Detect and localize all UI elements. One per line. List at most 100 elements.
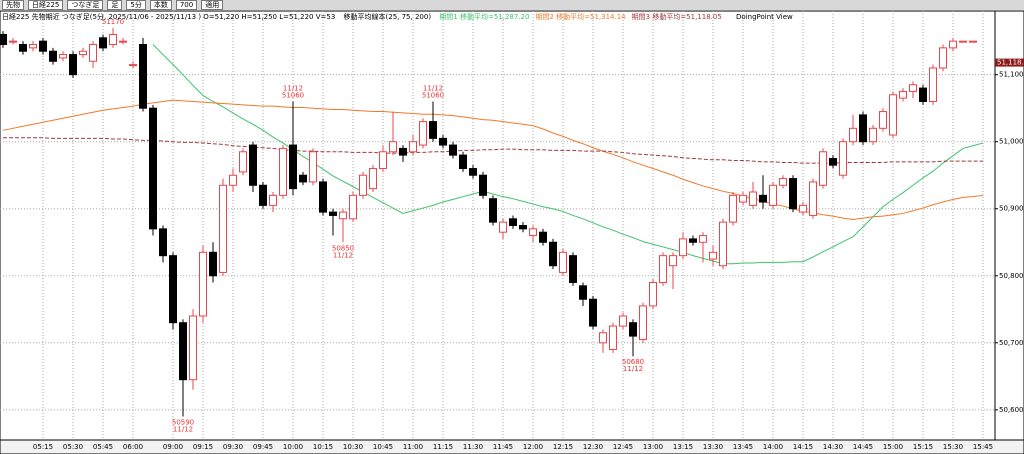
toolbar-control: つなぎ足 (67, 0, 104, 10)
candle-body (869, 127, 877, 143)
candle-body (969, 40, 977, 43)
x-tick-label: 14:30 (823, 443, 843, 451)
x-tick-label: 12:45 (613, 443, 633, 451)
candle-body (19, 44, 27, 52)
candle-body (579, 285, 587, 300)
candle-body (859, 114, 867, 143)
candle-body (719, 221, 727, 267)
x-tick-label: 11:45 (493, 443, 513, 451)
candle-body (519, 225, 527, 230)
candle-body (849, 127, 857, 143)
candle-body (929, 67, 937, 102)
candle-body (619, 315, 627, 327)
labels: 50,600 50,700 50,800 50,900 51,000 51,100 51,1… (33, 18, 1024, 451)
candle-body (399, 147, 407, 156)
chart-subtitle: 移動平均線本(25, 75, 200) (343, 13, 432, 21)
candle-body (189, 315, 197, 381)
candle-body (949, 40, 957, 49)
candle-body (839, 141, 847, 176)
candle-body (49, 50, 57, 62)
candle-body (229, 174, 237, 186)
toolbar-control: 700 (175, 0, 198, 10)
candle-body (199, 251, 207, 317)
x-tick-label: 10:00 (283, 443, 303, 451)
candle-body (569, 255, 577, 283)
x-tick-label: 11:15 (433, 443, 453, 451)
candle-body (179, 322, 187, 381)
y-tick-label: 50,900 (999, 205, 1024, 213)
y-tick-label: 50,700 (999, 339, 1024, 347)
candle-body (909, 84, 917, 92)
x-tick-label: 11:30 (463, 443, 483, 451)
x-tick-label: 10:15 (313, 443, 333, 451)
candle-body (739, 194, 747, 203)
legend-entry: 期間1 移動平均=51,287.20 (439, 13, 530, 21)
x-tick-label: 12:30 (583, 443, 603, 451)
candle-body (109, 33, 117, 46)
candle-body (589, 298, 597, 327)
candle-body (729, 194, 737, 223)
chart-header: 日経225 先物期近 つなぎ足(5分, 2025/11/06 - 2025/11… (2, 12, 799, 22)
annotation-date: 11/12 (423, 84, 443, 92)
candle-body (749, 191, 757, 206)
candle-body (889, 94, 897, 136)
candle-body (249, 144, 257, 186)
candle-body (879, 111, 887, 129)
x-tick-label: 11:00 (403, 443, 423, 451)
candle-body (369, 168, 377, 190)
candle-body (829, 157, 837, 166)
price-tag (995, 58, 1024, 67)
x-tick-label: 14:15 (793, 443, 813, 451)
y-tick-label: 51,000 (999, 138, 1024, 146)
candle-body (499, 221, 507, 233)
annotation-price: 50680 (622, 358, 644, 366)
candle-body (639, 305, 647, 340)
candle-body (9, 40, 17, 43)
candle-body (439, 137, 447, 146)
toolbar-control: 日経225 (28, 0, 64, 10)
x-tick-label: 09:15 (193, 443, 213, 451)
x-tick-label: 10:45 (373, 443, 393, 451)
candle-body (559, 251, 567, 273)
candle-body (259, 184, 267, 206)
chart-title: 日経225 先物期近 つなぎ足(5分, 2025/11/06 - 2025/11… (2, 13, 336, 21)
x-tick-label: 15:30 (943, 443, 963, 451)
toolbar-control: 足 (107, 0, 123, 10)
candle-body (339, 211, 347, 220)
annotation-date: 11/12 (283, 84, 303, 92)
candle-body (789, 178, 797, 210)
annotation-price: 50850 (332, 244, 354, 252)
time-axis (0, 439, 1024, 454)
candle-body (149, 107, 157, 230)
candle-body (449, 144, 457, 156)
candle-body (939, 47, 947, 69)
candle-body (799, 204, 807, 213)
candle-body (489, 198, 497, 223)
annotation-date: 11/12 (173, 426, 193, 434)
candle-body (609, 325, 617, 351)
annotation-date: 11/12 (333, 251, 353, 259)
y-tick-label: 50,800 (999, 272, 1024, 280)
candle-body (389, 141, 397, 153)
x-tick-label: 09:45 (253, 443, 273, 451)
annotation-price: 51170 (102, 18, 124, 26)
candle-body (239, 151, 247, 173)
x-tick-label: 14:00 (763, 443, 783, 451)
legend-entry: 期間3 移動平均=51,118.05 (631, 13, 722, 21)
candle-body (549, 241, 557, 267)
candle-body (419, 121, 427, 146)
x-tick-label: 09:30 (223, 443, 243, 451)
ma-line (2, 99, 984, 220)
candle-body (129, 64, 137, 67)
candle-body (539, 231, 547, 243)
candle-body (359, 174, 367, 196)
candle-body (509, 218, 517, 226)
candle-body (119, 40, 127, 43)
candle-body (769, 184, 777, 206)
candle-body (69, 54, 77, 76)
x-tick-label: 06:00 (123, 443, 143, 451)
x-tick-label: 14:45 (853, 443, 873, 451)
x-tick-label: 13:45 (733, 443, 753, 451)
x-tick-label: 05:45 (93, 443, 113, 451)
